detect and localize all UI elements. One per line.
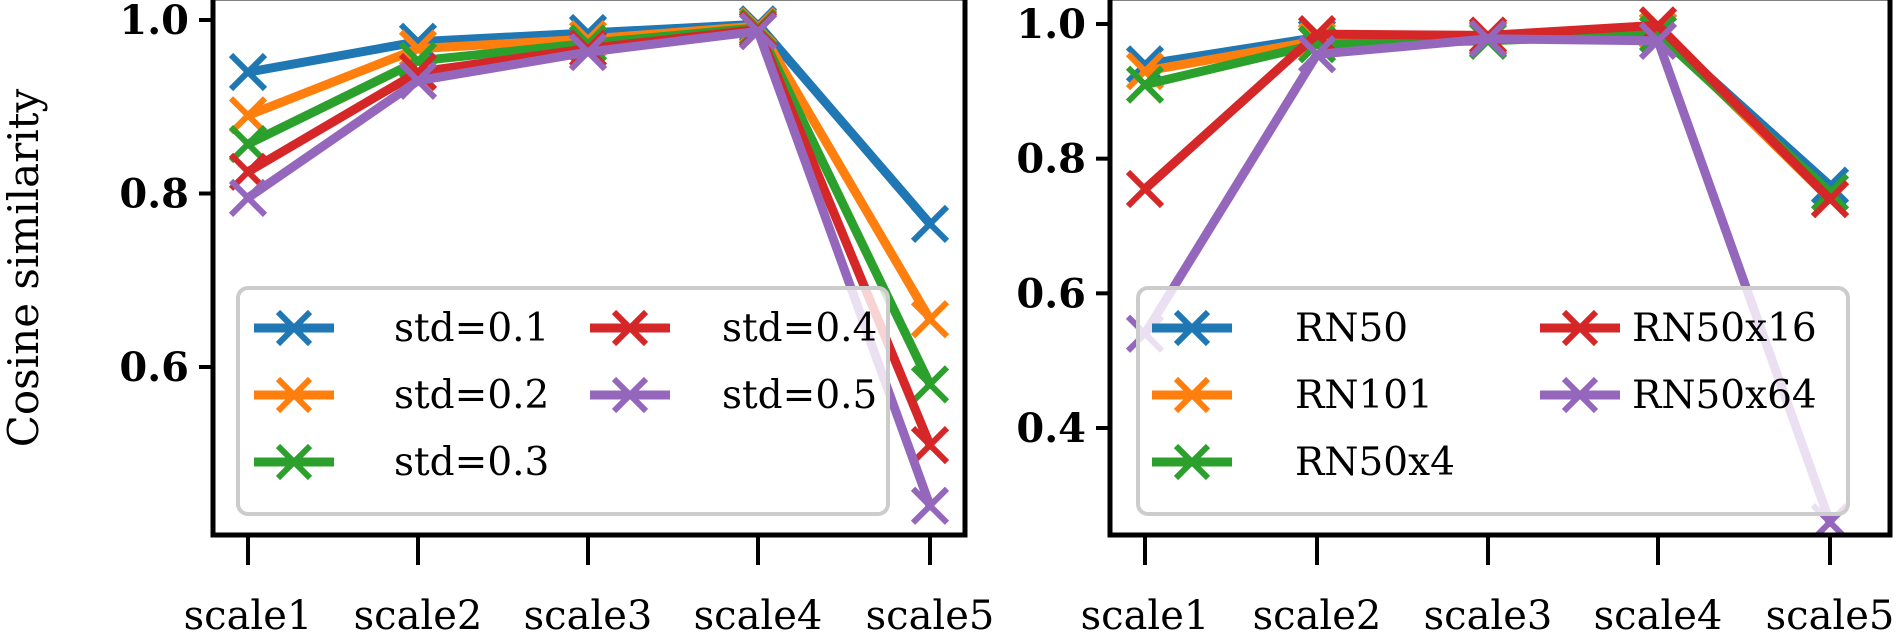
right-legend-label-2: RN50x4 bbox=[1295, 440, 1455, 485]
left-xtick-label-3: scale4 bbox=[694, 593, 823, 639]
left-series-4-point-0 bbox=[228, 178, 268, 217]
left-legend-item-3: std=0.4 bbox=[590, 306, 877, 351]
right-xtick-label-3: scale4 bbox=[1594, 593, 1723, 639]
right-legend-label-4: RN50x64 bbox=[1632, 373, 1817, 418]
right-series-0-point-4 bbox=[1810, 166, 1850, 205]
right-ytick-label-1: 0.6 bbox=[1016, 270, 1086, 317]
left-legend-label-1: std=0.2 bbox=[394, 373, 549, 418]
right-legend-label-0: RN50 bbox=[1295, 306, 1408, 351]
left-legend-label-2: std=0.3 bbox=[394, 440, 549, 485]
left-series-2-point-0 bbox=[228, 124, 268, 164]
left-series-0-point-4 bbox=[910, 204, 950, 243]
left-legend: std=0.1 std=0.2 std=0.3 std=0.4 std=0.5 bbox=[236, 286, 890, 516]
right-ytick-label-3: 1.0 bbox=[1016, 1, 1086, 48]
right-plot-area bbox=[1125, 6, 1850, 535]
left-plot-frame bbox=[210, 0, 968, 538]
right-legend-label-1: RN101 bbox=[1295, 373, 1433, 418]
right-series-2-point-0 bbox=[1125, 65, 1165, 104]
left-xtick-label-2: scale3 bbox=[524, 593, 653, 639]
right-plot-frame bbox=[1107, 0, 1893, 538]
right-legend-item-4: RN50x64 bbox=[1540, 373, 1817, 418]
right-legend-item-1: RN101 bbox=[1152, 373, 1433, 418]
left-ytick-label-1: 0.8 bbox=[119, 171, 189, 218]
left-legend-item-0: std=0.1 bbox=[254, 306, 549, 351]
left-xtick-label-0: scale1 bbox=[184, 593, 313, 639]
left-series-4-point-4 bbox=[910, 486, 950, 525]
left-ylabel: Cosine similarity bbox=[0, 88, 48, 447]
left-series-1-point-4 bbox=[910, 300, 950, 339]
right-xtick-label-2: scale3 bbox=[1424, 593, 1553, 639]
right-chart: 0.4 0.6 0.8 1.0 scale1 scale2 scale3 scale4 scal… bbox=[1016, 0, 1894, 639]
right-ytick-label-2: 0.8 bbox=[1016, 136, 1086, 183]
right-series-4-point-1 bbox=[1297, 35, 1337, 74]
left-legend-label-0: std=0.1 bbox=[394, 306, 549, 351]
left-series-3-point-4 bbox=[910, 425, 950, 465]
left-plot-area bbox=[228, 5, 950, 525]
left-legend-item-4: std=0.5 bbox=[590, 373, 877, 418]
right-series-3-point-0 bbox=[1125, 169, 1165, 209]
left-xtick-label-4: scale5 bbox=[866, 593, 995, 639]
right-ytick-label-0: 0.4 bbox=[1016, 405, 1086, 452]
left-series-4-point-3 bbox=[738, 12, 778, 51]
left-legend-label-3: std=0.4 bbox=[722, 306, 877, 351]
left-ytick-label-0: 0.6 bbox=[119, 344, 189, 391]
left-legend-item-1: std=0.2 bbox=[254, 373, 549, 418]
left-series-0-point-0 bbox=[228, 52, 268, 92]
left-legend-label-4: std=0.5 bbox=[722, 373, 877, 418]
left-chart: 0.6 0.8 1.0 scale1 scale2 scale3 scale4 scale5 C… bbox=[0, 0, 994, 639]
right-series-4-point-3 bbox=[1638, 21, 1678, 60]
left-ytick-label-2: 1.0 bbox=[119, 0, 189, 44]
left-series-2-point-4 bbox=[910, 365, 950, 404]
right-legend-item-0: RN50 bbox=[1152, 306, 1408, 351]
right-legend-item-3: RN50x16 bbox=[1540, 306, 1817, 351]
left-series-1-point-0 bbox=[228, 96, 268, 135]
left-series-4-point-2 bbox=[568, 32, 608, 72]
left-series-4-point-1 bbox=[398, 61, 438, 100]
right-xtick-label-4: scale5 bbox=[1766, 593, 1895, 639]
right-legend-label-3: RN50x16 bbox=[1632, 306, 1817, 351]
right-series-3-point-4 bbox=[1810, 179, 1850, 219]
right-series-4-point-2 bbox=[1468, 19, 1508, 58]
left-legend-item-2: std=0.3 bbox=[254, 440, 549, 485]
right-xtick-label-1: scale2 bbox=[1253, 593, 1382, 639]
right-legend-item-2: RN50x4 bbox=[1152, 440, 1455, 485]
right-series-2-point-4 bbox=[1810, 173, 1850, 212]
left-xtick-label-1: scale2 bbox=[354, 593, 483, 639]
right-xtick-label-0: scale1 bbox=[1081, 593, 1210, 639]
right-legend: RN50 RN101 RN50x4 RN50x16 RN50x64 bbox=[1136, 286, 1850, 516]
